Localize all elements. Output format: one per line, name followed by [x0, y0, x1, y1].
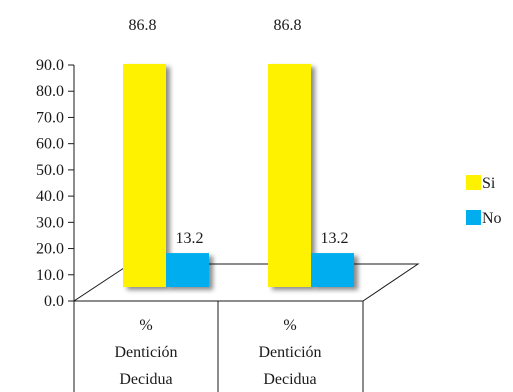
legend-label-si: Si	[482, 175, 496, 192]
category-label-line: Decidua	[119, 371, 172, 388]
y-tick-label: 90.0	[36, 57, 64, 74]
data-label-no-1: 13.2	[176, 230, 204, 247]
category-label-line: %	[139, 317, 152, 334]
y-ticks: 0.0 10.0 20.0 30.0 40.0 50.0 60.0 70.0 80.0 90.0	[36, 57, 74, 310]
legend: Si No	[466, 175, 502, 227]
y-tick-label: 60.0	[36, 136, 64, 153]
y-axis: 0.0 10.0 20.0 30.0 40.0 50.0 60.0 70.0 80.0 90.0	[36, 57, 75, 310]
y-tick-label: 10.0	[36, 267, 64, 284]
y-tick-label: 0.0	[44, 293, 64, 310]
y-tick-label: 30.0	[36, 214, 64, 231]
data-label-no-2: 13.2	[321, 230, 349, 247]
category-label-line: Decidua	[263, 371, 316, 388]
bar-no-1	[166, 253, 209, 287]
y-tick-label: 50.0	[36, 162, 64, 179]
data-label-si-2: 86.8	[274, 17, 302, 34]
category-labels: % Dentición Decidua% Dentición Decidua	[114, 317, 321, 388]
bar-si-2	[268, 63, 311, 288]
y-tick-label: 70.0	[36, 109, 64, 126]
y-tick-label: 40.0	[36, 188, 64, 205]
category-label-line: Dentición	[114, 344, 177, 361]
category-label-line: Dentición	[258, 344, 321, 361]
category-label-line: %	[283, 317, 296, 334]
legend-swatch-no	[466, 210, 481, 225]
y-tick-label: 80.0	[36, 83, 64, 100]
bar-si-1	[123, 63, 166, 288]
data-label-si-1: 86.8	[129, 17, 157, 34]
data-labels: 86.8 13.2 86.8 13.2	[129, 17, 349, 247]
legend-swatch-si	[466, 175, 481, 190]
bars	[123, 63, 354, 288]
bar-no-2	[311, 253, 354, 287]
legend-label-no: No	[482, 210, 502, 227]
y-tick-label: 20.0	[36, 241, 64, 258]
